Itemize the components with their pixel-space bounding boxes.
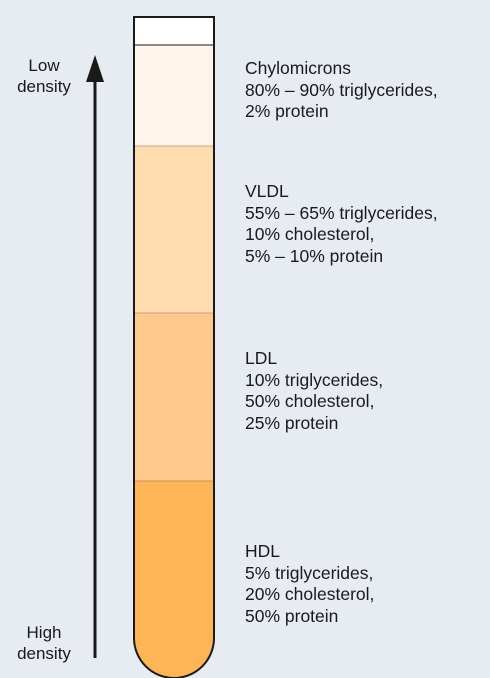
fraction-name: Chylomicrons [245, 58, 351, 78]
fraction-detail: 5% triglycerides, [245, 562, 374, 583]
band-ldl [134, 313, 214, 481]
fraction-label-hdl: HDL 5% triglycerides, 20% cholesterol, 5… [245, 541, 374, 627]
low-density-label-line: density [17, 77, 71, 96]
band-hdl [134, 481, 214, 678]
fraction-detail: 50% protein [245, 605, 339, 626]
fraction-detail: 50% cholesterol, [245, 391, 375, 411]
fraction-detail: 2% protein [245, 101, 329, 121]
fraction-name: LDL [245, 348, 278, 368]
fraction-name: VLDL [245, 181, 289, 201]
fraction-label-vldl: VLDL 55% – 65% triglycerides, 10% choles… [245, 181, 438, 267]
tube-empty-top [134, 17, 214, 45]
band-vldl [134, 146, 214, 313]
low-density-label-line: Low [28, 56, 60, 75]
high-density-label-line: density [17, 644, 71, 663]
fraction-detail: 10% cholesterol, [245, 224, 375, 244]
high-density-label: High density [4, 622, 84, 664]
low-density-label: Low density [4, 55, 84, 97]
fraction-detail: 20% cholesterol, [245, 584, 375, 604]
high-density-label-line: High [26, 623, 62, 642]
density-arrowhead [86, 55, 104, 82]
fraction-detail: 5% – 10% protein [245, 245, 384, 266]
fraction-detail: 10% triglycerides, [245, 369, 384, 390]
fraction-label-chylomicrons: Chylomicrons 80% – 90% triglycerides, 2%… [245, 58, 438, 123]
band-chylomicrons [134, 45, 214, 146]
fraction-detail: 25% protein [245, 412, 339, 433]
fraction-detail: 55% – 65% triglycerides, [245, 202, 438, 223]
fraction-label-ldl: LDL 10% triglycerides, 50% cholesterol, … [245, 348, 383, 434]
fraction-detail: 80% – 90% triglycerides, [245, 79, 438, 100]
fraction-name: HDL [245, 541, 281, 561]
